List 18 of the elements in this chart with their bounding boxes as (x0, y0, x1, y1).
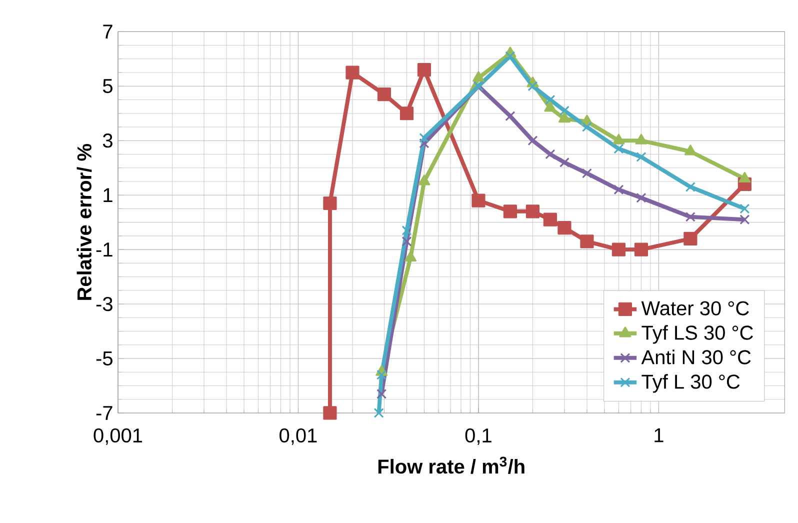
y-tick-label: -1 (96, 242, 112, 256)
legend-label: Tyf L 30 °C (642, 374, 740, 393)
y-tick-label: -5 (96, 352, 112, 366)
x-tick-label: 0,1 (465, 428, 492, 445)
y-axis-title: Relative error/ % (76, 144, 92, 300)
legend-label: Anti N 30 °C (641, 350, 751, 364)
legend-label: Tyf LS 30 °C (642, 325, 753, 344)
y-tick-label: 1 (104, 188, 112, 202)
legend-label: Water 30 °C (641, 301, 749, 316)
y-tick-label: 3 (102, 134, 112, 148)
x-tick-label: 0,001 (94, 428, 142, 445)
x-axis-title: Flow rate / m$^{3}$/h (378, 456, 524, 474)
x-tick-label: 1 (654, 428, 664, 442)
y-tick-label: 7 (103, 24, 112, 39)
y-tick-label: -7 (96, 406, 112, 420)
y-tick-label: -3 (96, 296, 112, 312)
y-tick-label: 5 (102, 79, 112, 94)
x-tick-label: 0,01 (280, 428, 317, 445)
